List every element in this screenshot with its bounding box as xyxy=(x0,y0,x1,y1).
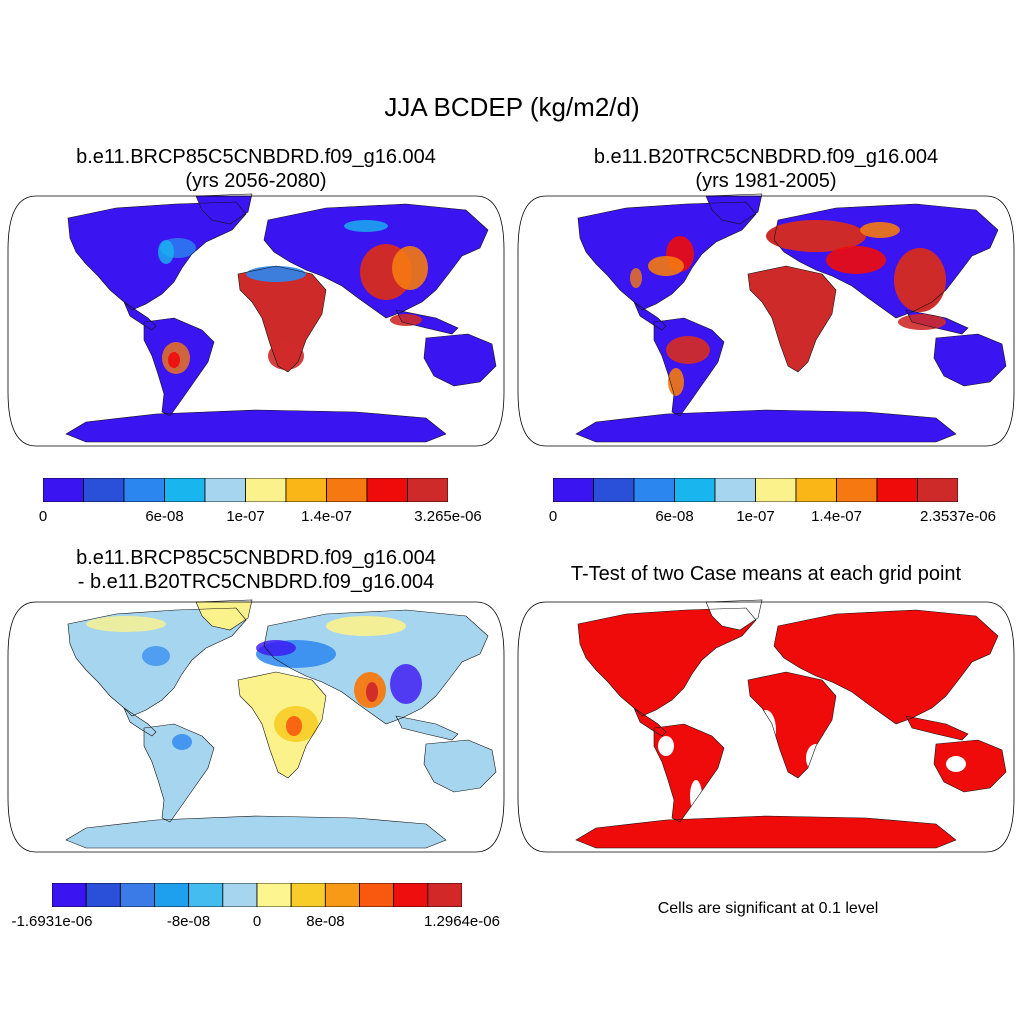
map2-southAmerica xyxy=(654,318,724,416)
colorbar-panel3-swatch xyxy=(324,883,360,907)
map1-greenland xyxy=(196,196,252,224)
map2-greenland xyxy=(706,196,762,224)
map4-map-border xyxy=(517,601,1015,853)
colorbar-panel1: 0 6e-08 1e-07 1.4e-07 3.265e-06 xyxy=(39,478,482,525)
map1-land-fill xyxy=(66,196,496,442)
colorbar-panel3-swatch xyxy=(188,883,224,907)
colorbar-panel3-swatch xyxy=(393,883,429,907)
map3-map-border xyxy=(7,601,505,853)
panel2-title-line1: b.e11.B20TRC5CNBDRD.f09_g16.004 xyxy=(593,146,939,168)
colorbar-panel3-tick-label: 1.2964e-06 xyxy=(424,913,500,930)
colorbar-panel1-tick-label: 6e-08 xyxy=(145,508,184,525)
colorbar-panel2-swatch xyxy=(836,478,878,502)
colorbar-panel2-swatch xyxy=(593,478,635,502)
colorbar-panel1-swatch xyxy=(407,478,448,502)
colorbar-panel3-swatch xyxy=(427,883,462,907)
colorbar-panel2-tick-label: 0 xyxy=(548,508,558,525)
colorbar-panel1-swatch xyxy=(43,478,84,502)
panel1-title-line2: (yrs 2056-2080) xyxy=(185,170,327,192)
map-panel-historical xyxy=(517,193,1015,447)
map-panel-difference xyxy=(7,599,505,853)
colorbar-panel3: -1.6931e-06 -8e-08 0 8e-08 1.2964e-06 xyxy=(12,883,500,930)
map4-northAmerica xyxy=(578,608,756,716)
map3-indonesia xyxy=(396,716,458,740)
panel4-title: T-Test of two Case means at each grid po… xyxy=(516,562,1016,586)
colorbar-panel2-swatch xyxy=(917,478,958,502)
map3-europeAsia xyxy=(264,610,488,724)
colorbar-panel3-tick-label: 0 xyxy=(252,913,262,930)
colorbar-panel3-tick-label: -1.6931e-06 xyxy=(11,913,93,930)
colorbar-panel2-tick-label: 2.3537e-06 xyxy=(920,508,996,525)
colorbar-panel1-tick-label: 0 xyxy=(38,508,48,525)
figure-title: JJA BCDEP (kg/m2/d) xyxy=(384,92,640,122)
colorbar-panel3-swatch xyxy=(85,883,121,907)
map3-greenland xyxy=(196,602,252,630)
colorbar-panel2: 0 6e-08 1e-07 1.4e-07 2.3537e-06 xyxy=(549,478,996,525)
colorbar-panel2-tick-label: 6e-08 xyxy=(655,508,694,525)
panel1-title-line1: b.e11.BRCP85C5CNBDRD.f09_g16.004 xyxy=(76,146,436,168)
colorbar-panel3-swatch xyxy=(222,883,258,907)
colorbar-panel2-swatch xyxy=(714,478,756,502)
panel3-title: b.e11.BRCP85C5CNBDRD.f09_g16.004 - b.e11… xyxy=(6,546,506,594)
map1-australia xyxy=(424,334,496,386)
map4-antarctica xyxy=(576,816,956,848)
panel2-title: b.e11.B20TRC5CNBDRD.f09_g16.004 (yrs 198… xyxy=(516,145,1016,193)
colorbar-panel1-swatch xyxy=(164,478,206,502)
map3-antarctica xyxy=(66,816,446,848)
map2-antarctica xyxy=(576,410,956,442)
colorbar-panel1-swatch xyxy=(204,478,246,502)
colorbar-panel3-swatch xyxy=(256,883,292,907)
colorbar-panel1-swatch xyxy=(366,478,408,502)
map2-australia xyxy=(934,334,1006,386)
colorbar-panel3-swatch xyxy=(359,883,395,907)
colorbar-panel1-swatch xyxy=(123,478,165,502)
colorbar-panel2-tick-label: 1.4e-07 xyxy=(811,508,862,525)
colorbar-panel2-swatch xyxy=(633,478,675,502)
colorbar-panel1-tick-label: 1e-07 xyxy=(226,508,265,525)
colorbar-panel1-swatch xyxy=(83,478,125,502)
colorbar-panel2-swatch xyxy=(553,478,594,502)
map4-land-fill xyxy=(576,602,1006,848)
map-panel-rcp85 xyxy=(7,193,505,447)
map2-africa xyxy=(748,266,836,372)
colorbar-panel1-swatch xyxy=(326,478,368,502)
colorbar-panel3-swatch xyxy=(52,883,87,907)
colorbar-panel2-tick-label: 1e-07 xyxy=(736,508,775,525)
panel3-title-line2: - b.e11.B20TRC5CNBDRD.f09_g16.004 xyxy=(77,571,435,593)
colorbar-panel3-swatch xyxy=(154,883,190,907)
colorbar-panel3-tick-label: 8e-08 xyxy=(306,913,345,930)
map3-australia xyxy=(424,740,496,792)
panel2-title-line2: (yrs 1981-2005) xyxy=(695,170,837,192)
map4-europeAsia xyxy=(774,610,998,724)
colorbar-panel3-swatch xyxy=(290,883,326,907)
map3-southAmerica xyxy=(144,724,214,822)
colorbar-panel1-swatch xyxy=(245,478,287,502)
map2-map-border xyxy=(517,195,1015,447)
colorbar-panel1-tick-label: 1.4e-07 xyxy=(301,508,352,525)
colorbar-panel2-swatch xyxy=(876,478,918,502)
map4-australia xyxy=(934,740,1006,792)
map1-northAmerica xyxy=(68,202,246,310)
colorbar-panel2-swatch xyxy=(795,478,837,502)
colorbar-panel2-swatch xyxy=(755,478,797,502)
map1-map-border xyxy=(7,195,505,447)
map-panel-ttest xyxy=(517,599,1015,853)
map4-greenland xyxy=(706,602,762,630)
colorbar-panel3-tick-label: -8e-08 xyxy=(166,913,211,930)
map4-indonesia xyxy=(906,716,968,740)
significance-note: Cells are significant at 0.1 level xyxy=(657,900,879,917)
panel3-title-line1: b.e11.BRCP85C5CNBDRD.f09_g16.004 xyxy=(76,547,436,569)
map1-antarctica xyxy=(66,410,446,442)
colorbar-panel2-swatch xyxy=(674,478,716,502)
colorbar-panel3-swatch xyxy=(119,883,155,907)
colorbar-panel1-tick-label: 3.265e-06 xyxy=(414,508,482,525)
colorbar-panel1-swatch xyxy=(285,478,327,502)
panel1-title: b.e11.BRCP85C5CNBDRD.f09_g16.004 (yrs 20… xyxy=(6,145,506,193)
panel4-title-line1: T-Test of two Case means at each grid po… xyxy=(570,563,962,585)
